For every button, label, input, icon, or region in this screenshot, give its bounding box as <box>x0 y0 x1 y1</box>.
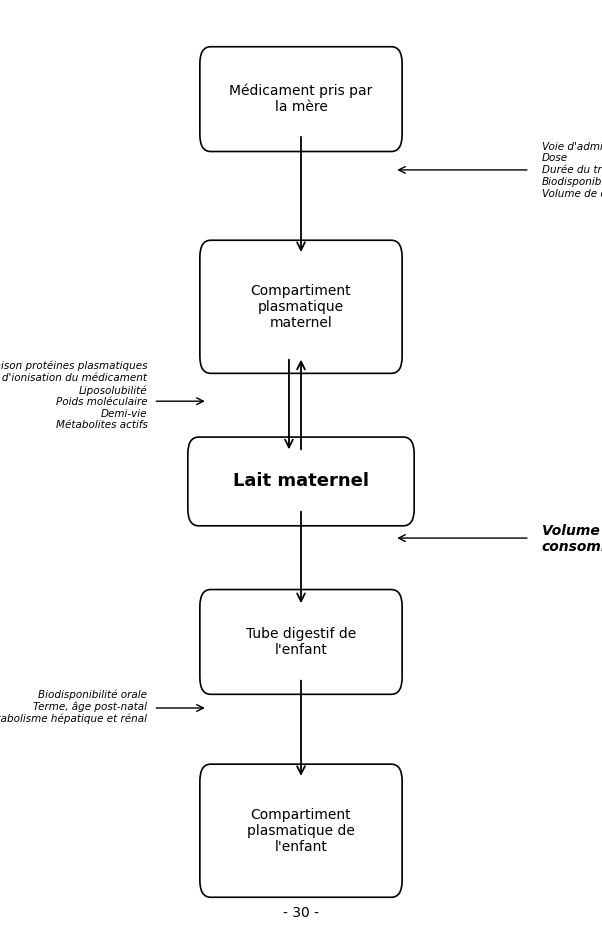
FancyBboxPatch shape <box>200 765 402 897</box>
Text: - 30 -: - 30 - <box>283 906 319 920</box>
Text: Compartiment
plasmatique de
l'enfant: Compartiment plasmatique de l'enfant <box>247 807 355 854</box>
FancyBboxPatch shape <box>200 240 402 373</box>
Text: Biodisponibilité orale
Terme, âge post-natal
→ métabolisme hépatique et rénal: Biodisponibilité orale Terme, âge post-n… <box>0 689 147 724</box>
Text: Lait maternel: Lait maternel <box>233 472 369 491</box>
Text: Tube digestif de
l'enfant: Tube digestif de l'enfant <box>246 627 356 657</box>
FancyBboxPatch shape <box>200 46 402 151</box>
Text: Compartiment
plasmatique
maternel: Compartiment plasmatique maternel <box>250 283 352 330</box>
Text: Voie d'administration
Dose
Durée du traitement
Biodisponibilité
Volume de distri: Voie d'administration Dose Durée du trai… <box>542 142 602 198</box>
Text: Médicament pris par
la mère: Médicament pris par la mère <box>229 84 373 114</box>
FancyBboxPatch shape <box>200 589 402 695</box>
Text: Volume de lait
consommé: Volume de lait consommé <box>542 524 602 554</box>
Text: Liaison protéines plasmatiques
Degré d'ionisation du médicament
Liposolubilité
P: Liaison protéines plasmatiques Degré d'i… <box>0 361 147 430</box>
FancyBboxPatch shape <box>188 437 414 526</box>
